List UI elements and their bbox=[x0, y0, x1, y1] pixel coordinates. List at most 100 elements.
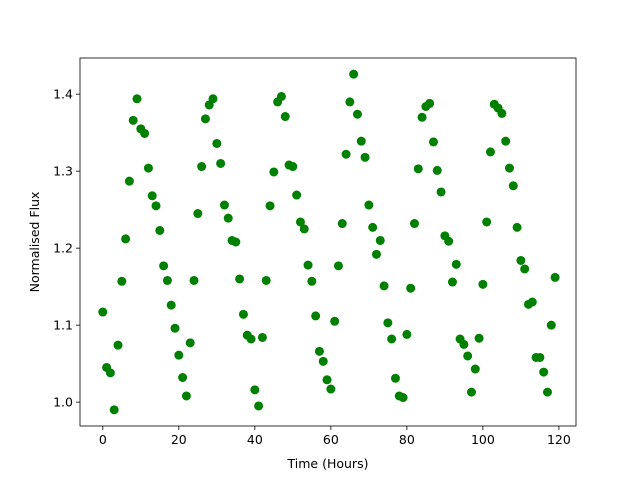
x-tick-label: 60 bbox=[323, 432, 339, 447]
point bbox=[170, 323, 180, 333]
point bbox=[417, 112, 427, 122]
point bbox=[383, 318, 393, 328]
point bbox=[254, 401, 264, 411]
point bbox=[436, 187, 446, 197]
point bbox=[140, 128, 150, 138]
point bbox=[261, 275, 271, 285]
point bbox=[181, 391, 191, 401]
y-tick-label: 1.1 bbox=[53, 318, 73, 333]
point bbox=[463, 351, 473, 361]
x-tick-label: 100 bbox=[471, 432, 495, 447]
point bbox=[147, 191, 157, 201]
point bbox=[128, 115, 138, 125]
point bbox=[223, 213, 233, 223]
point bbox=[216, 158, 226, 168]
point bbox=[162, 275, 172, 285]
point bbox=[466, 387, 476, 397]
point bbox=[166, 300, 176, 310]
point bbox=[542, 387, 552, 397]
point bbox=[447, 277, 457, 287]
point bbox=[360, 152, 370, 162]
x-tick-label: 0 bbox=[99, 432, 107, 447]
plot-frame bbox=[79, 57, 577, 427]
point bbox=[193, 209, 203, 219]
point bbox=[231, 237, 241, 247]
point bbox=[520, 264, 530, 274]
point bbox=[352, 109, 362, 119]
point bbox=[250, 385, 260, 395]
point bbox=[390, 373, 400, 383]
point bbox=[428, 137, 438, 147]
point bbox=[516, 255, 526, 265]
point bbox=[307, 276, 317, 286]
point bbox=[322, 375, 332, 385]
y-tick-label: 1.3 bbox=[53, 164, 73, 179]
point bbox=[200, 114, 210, 124]
point bbox=[174, 350, 184, 360]
point bbox=[432, 165, 442, 175]
point bbox=[276, 91, 286, 101]
point bbox=[535, 352, 545, 362]
point bbox=[470, 364, 480, 374]
point bbox=[280, 112, 290, 122]
point bbox=[185, 338, 195, 348]
point bbox=[356, 136, 366, 146]
point bbox=[364, 200, 374, 210]
point bbox=[299, 224, 309, 234]
point bbox=[546, 320, 556, 330]
point bbox=[451, 259, 461, 269]
point bbox=[508, 181, 518, 191]
point bbox=[527, 297, 537, 307]
point bbox=[257, 332, 267, 342]
point bbox=[501, 136, 511, 146]
point bbox=[409, 219, 419, 229]
point bbox=[178, 372, 188, 382]
point bbox=[444, 236, 454, 246]
point bbox=[474, 333, 484, 343]
point bbox=[459, 339, 469, 349]
point bbox=[212, 138, 222, 148]
point bbox=[318, 356, 328, 366]
point bbox=[330, 316, 340, 326]
point bbox=[295, 217, 305, 227]
point bbox=[406, 283, 416, 293]
y-tick-label: 1.4 bbox=[53, 87, 73, 102]
point bbox=[512, 222, 522, 232]
point bbox=[235, 274, 245, 284]
y-tick-label: 1.2 bbox=[53, 241, 73, 256]
point bbox=[155, 225, 165, 235]
point bbox=[98, 307, 108, 317]
point bbox=[265, 201, 275, 211]
point bbox=[219, 200, 229, 210]
point bbox=[337, 219, 347, 229]
point bbox=[345, 97, 355, 107]
point bbox=[159, 261, 169, 271]
point bbox=[151, 201, 161, 211]
point bbox=[113, 340, 123, 350]
x-tick-label: 20 bbox=[171, 432, 187, 447]
point bbox=[189, 275, 199, 285]
point bbox=[238, 309, 248, 319]
point bbox=[117, 276, 127, 286]
point bbox=[371, 249, 381, 259]
point bbox=[387, 334, 397, 344]
point bbox=[208, 94, 218, 104]
point bbox=[197, 162, 207, 172]
point bbox=[311, 311, 321, 321]
point bbox=[124, 176, 134, 186]
point bbox=[368, 222, 378, 232]
point bbox=[314, 346, 324, 356]
point bbox=[550, 272, 560, 282]
point bbox=[269, 167, 279, 177]
point bbox=[497, 108, 507, 118]
point bbox=[109, 405, 119, 415]
point bbox=[425, 98, 435, 108]
point bbox=[379, 281, 389, 291]
point bbox=[539, 367, 549, 377]
point bbox=[402, 329, 412, 339]
x-axis-label: Time (Hours) bbox=[287, 456, 369, 471]
point bbox=[413, 164, 423, 174]
point bbox=[326, 384, 336, 394]
